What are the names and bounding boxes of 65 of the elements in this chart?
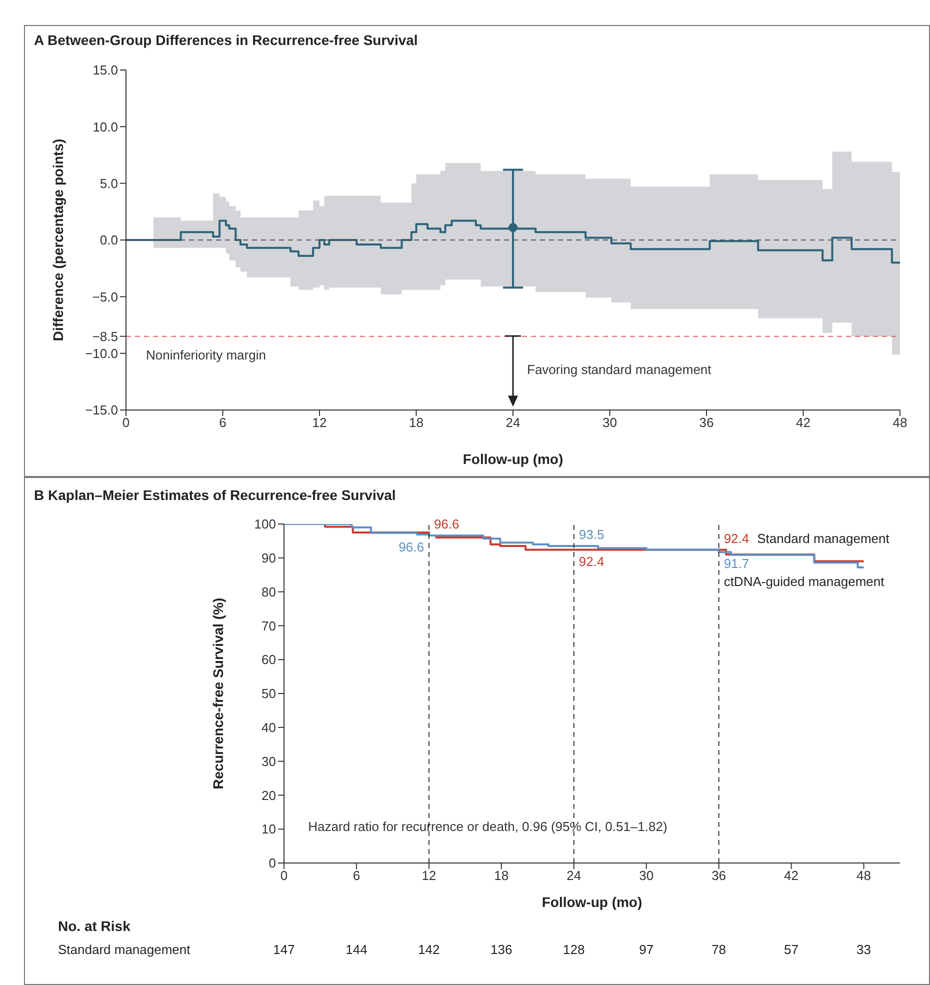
x-tick-label: 36 [712, 868, 726, 884]
x-tick-label: 18 [494, 868, 509, 884]
x-tick-label: 0 [280, 868, 288, 884]
text: 142 [417, 942, 441, 957]
text: 57 [783, 942, 800, 957]
x-tick-label: 30 [639, 868, 654, 884]
x-tick-label: 18 [409, 415, 424, 430]
x-tick-label: 42 [784, 868, 799, 884]
text: 136 [490, 942, 514, 957]
text: Standard management [58, 942, 190, 957]
x-tick-label: 24 [566, 868, 582, 884]
x-tick-label: 30 [602, 415, 617, 430]
y-tick-label: 40 [262, 720, 276, 736]
x-tick-label: 36 [699, 415, 714, 430]
y-tick-label: 10 [262, 822, 276, 837]
ref-line-label: Noninferiority margin [146, 348, 266, 363]
y-tick-label: 0.0 [100, 232, 118, 248]
x-tick-label: 6 [219, 415, 226, 430]
y-tick-label: 70 [262, 618, 276, 634]
y-tick-label: 80 [262, 584, 276, 600]
y-tick-label: −15.0 [85, 402, 118, 418]
y-tick-label: 50 [262, 686, 276, 702]
x-axis-title: Follow-up (mo) [542, 894, 642, 910]
data-label: 92.4 [724, 530, 750, 546]
y-tick-label: 60 [262, 652, 276, 668]
x-tick-label: 48 [892, 415, 908, 430]
text: 147 [272, 942, 296, 957]
data-label: 92.4 [578, 554, 604, 569]
x-tick-label: 42 [796, 415, 810, 430]
series-label: ctDNA-guided management [724, 574, 885, 590]
x-axis-title: Follow-up (mo) [462, 451, 564, 467]
series-label: Standard management [757, 530, 890, 546]
y-axis-title: Difference (percentage points) [50, 138, 66, 342]
text: 33 [856, 942, 872, 957]
data-label: 96.6 [398, 540, 424, 555]
y-tick-label: 100 [254, 516, 276, 532]
annotation: Hazard ratio for recurrence or death, 0.96 (95% CI, 0.51–1.82) [308, 819, 668, 834]
text: 128 [562, 942, 586, 957]
y-tick-label: 90 [262, 550, 276, 566]
y-tick-label: −10.0 [85, 346, 118, 361]
chart-title: A Between-Group Differences in Recurrence-free Survival [34, 32, 418, 48]
y-tick-label: −8.5 [92, 328, 118, 344]
x-tick-label: 24 [506, 415, 520, 430]
x-tick-label: 12 [422, 868, 436, 884]
data-label: 91.7 [724, 556, 750, 572]
y-tick-label: 10.0 [92, 119, 118, 134]
x-tick-label: 12 [312, 415, 327, 430]
x-tick-label: 6 [352, 868, 360, 884]
x-tick-label: 0 [122, 415, 130, 430]
y-tick-label: 0 [268, 856, 276, 871]
text: 97 [638, 942, 655, 957]
y-axis-title: Recurrence-free Survival (%) [210, 598, 226, 790]
annotation: Favoring standard management [527, 362, 712, 377]
y-tick-label: 5.0 [100, 176, 118, 191]
y-tick-label: 15.0 [92, 62, 118, 78]
y-tick-label: 30 [262, 754, 276, 769]
text: 144 [344, 942, 368, 957]
data-label: 93.5 [578, 527, 604, 542]
y-tick-label: −5.0 [92, 289, 118, 304]
text: 78 [710, 942, 728, 957]
y-tick-label: 20 [262, 788, 276, 803]
chart-title: B Kaplan–Meier Estimates of Recurrence-free Survival [34, 487, 396, 503]
text: No. at Risk [58, 918, 130, 934]
x-tick-label: 48 [856, 868, 871, 884]
data-label: 96.6 [434, 516, 460, 532]
